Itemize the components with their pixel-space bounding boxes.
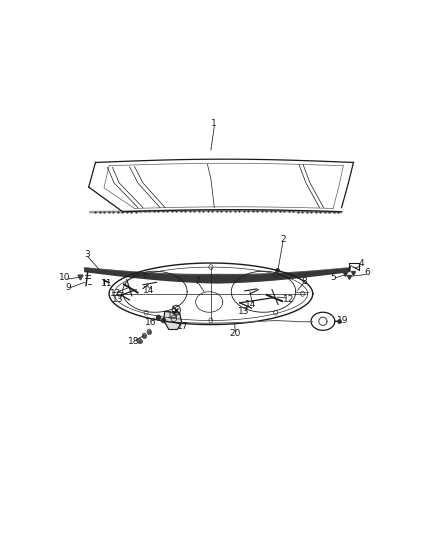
Text: 12: 12 (283, 295, 294, 304)
Text: 12: 12 (110, 289, 121, 298)
Text: 20: 20 (229, 329, 240, 338)
Text: 8: 8 (302, 277, 307, 286)
Text: 13: 13 (238, 308, 249, 317)
Text: 14: 14 (245, 300, 257, 309)
Text: 15: 15 (167, 311, 178, 320)
Polygon shape (164, 311, 182, 329)
Text: 10: 10 (59, 273, 71, 282)
Text: 13: 13 (112, 295, 124, 304)
Text: 14: 14 (143, 286, 155, 295)
Text: 7: 7 (194, 277, 200, 286)
Text: 2: 2 (280, 235, 286, 244)
Text: 11: 11 (101, 279, 112, 288)
Text: 4: 4 (359, 260, 364, 268)
Text: 6: 6 (364, 268, 370, 277)
Text: 19: 19 (337, 316, 348, 325)
Text: 5: 5 (330, 273, 336, 282)
Text: 17: 17 (177, 322, 188, 330)
Text: 18: 18 (128, 337, 140, 346)
Text: 9: 9 (65, 283, 71, 292)
Text: 3: 3 (84, 251, 89, 259)
Text: 16: 16 (145, 318, 157, 327)
Text: 1: 1 (212, 119, 217, 128)
